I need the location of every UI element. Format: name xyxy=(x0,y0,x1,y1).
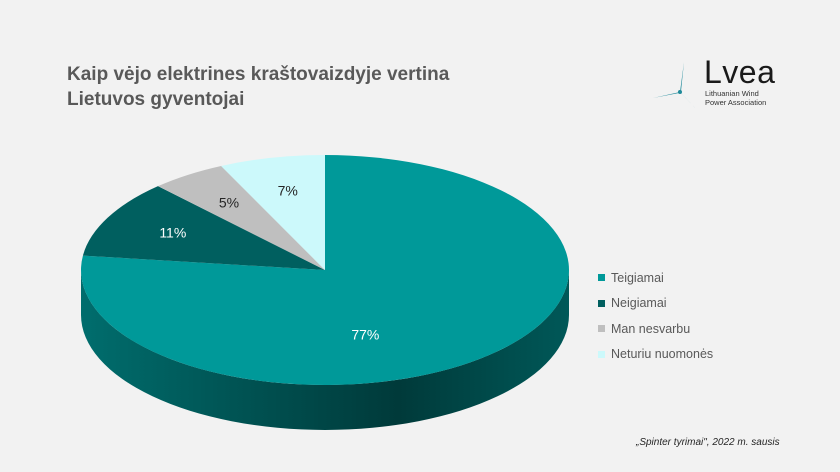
data-label-man-nesvarbu: 5% xyxy=(219,194,239,210)
legend-item-man-nesvarbu: Man nesvarbu xyxy=(598,316,713,342)
pie-slice-man-nesvarbu xyxy=(157,165,325,270)
pie-slice-neigiamai xyxy=(82,186,325,270)
lvea-logo: Lvea Lithuanian Wind Power Association xyxy=(650,54,790,118)
legend-label: Neturiu nuomonės xyxy=(611,347,714,362)
logo-subtitle-line-1: Lithuanian Wind xyxy=(705,89,759,98)
legend-swatch xyxy=(598,325,605,333)
pie-slice-neturiu-nuomonės xyxy=(221,155,325,270)
logo-subtitle-line-2: Power Association xyxy=(705,98,767,107)
data-label-teigiamai: 77% xyxy=(351,327,379,343)
legend-swatch xyxy=(598,299,605,307)
source-note: „Spinter tyrimai", 2022 m. sausis xyxy=(636,437,780,448)
legend-item-teigiamai: Teigiamai xyxy=(598,265,713,291)
logo-wordmark: Lvea xyxy=(704,54,776,90)
legend-label: Teigiamai xyxy=(611,270,664,285)
data-label-neturiu-nuomonės: 7% xyxy=(278,182,298,198)
pie-side-wall xyxy=(81,270,569,430)
legend-swatch xyxy=(598,350,605,358)
pie-slices xyxy=(80,155,570,385)
logo-subtitle: Lithuanian Wind Power Association xyxy=(705,89,795,107)
wind-turbine-icon xyxy=(653,62,697,110)
chart-title: Kaip vėjo elektrines kraštovaizdyje vert… xyxy=(67,62,537,112)
legend-item-neturiu-nuomonės: Neturiu nuomonės xyxy=(598,342,713,368)
legend-label: Neigiamai xyxy=(611,296,667,311)
chart-legend: Teigiamai Neigiamai Man nesvarbu Neturiu nu… xyxy=(598,265,713,367)
pie-side-wall-shape xyxy=(81,270,569,430)
title-line-1: Kaip vėjo elektrines kraštovaizdyje vert… xyxy=(67,64,450,85)
data-label-neigiamai: 11% xyxy=(159,224,186,240)
legend-item-neigiamai: Neigiamai xyxy=(598,291,713,317)
title-line-2: Lietuvos gyventojai xyxy=(67,89,245,110)
legend-swatch xyxy=(598,274,605,282)
pie-data-labels: 77% 11% 5% 7% xyxy=(159,182,379,342)
legend-label: Man nesvarbu xyxy=(611,321,691,336)
